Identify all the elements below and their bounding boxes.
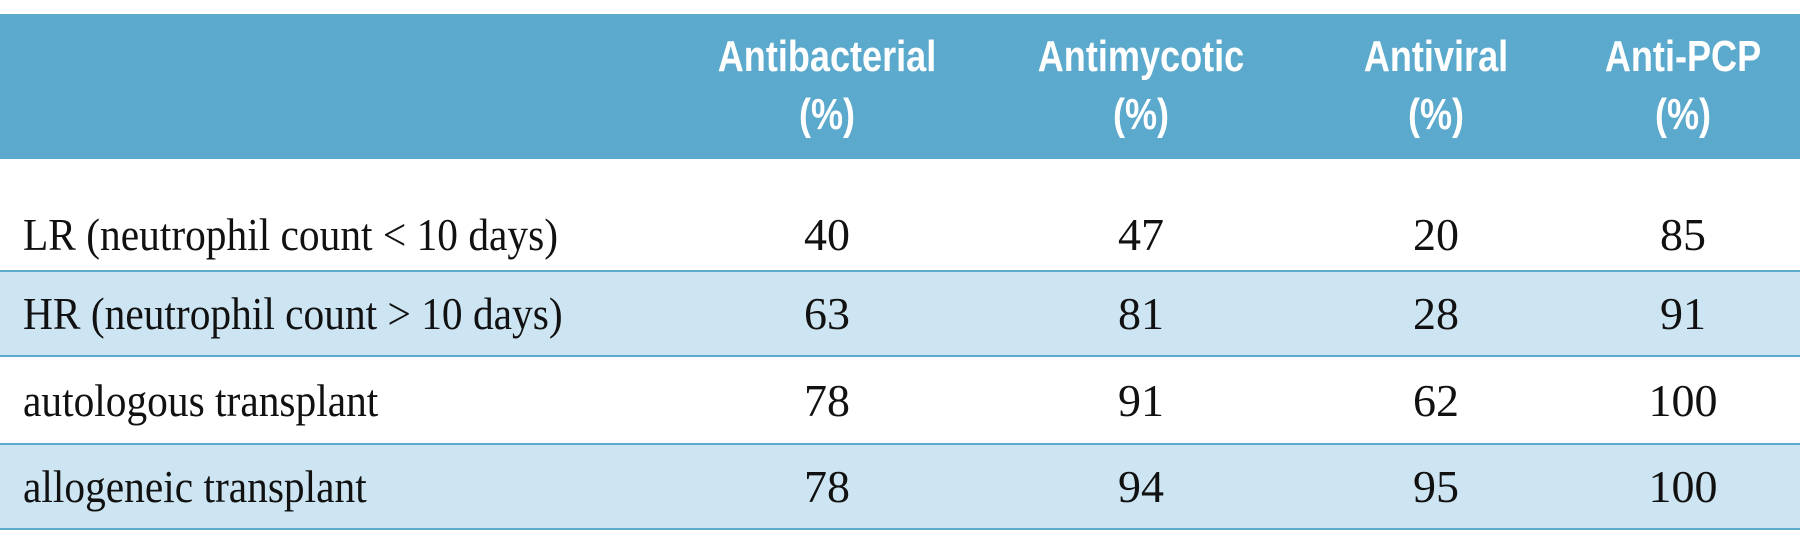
column-header: Antiviral (%) [1313, 28, 1559, 144]
column-unit: (%) [798, 90, 856, 139]
column-header: Antimycotic (%) [1018, 28, 1264, 144]
table-row: autologous transplant 78 91 62 100 [0, 357, 1800, 445]
column-name: Antiviral [1363, 32, 1509, 81]
row-label: LR (neutrophil count < 10 days) [23, 209, 559, 260]
cell-value: 78 [804, 374, 850, 426]
cell-value: 85 [1660, 209, 1706, 260]
cell-value: 81 [1118, 288, 1164, 339]
cell-value: 100 [1648, 461, 1718, 512]
cell-value: 20 [1413, 209, 1459, 260]
column-name: Anti-PCP [1604, 32, 1762, 81]
cell-value: 62 [1413, 374, 1459, 426]
cell-value: 28 [1413, 288, 1459, 339]
row-label: autologous transplant [23, 374, 379, 426]
column-unit: (%) [1654, 90, 1712, 139]
column-unit: (%) [1407, 90, 1465, 139]
cell-value: 91 [1118, 374, 1164, 426]
column-header: Antibacterial (%) [704, 28, 950, 144]
cell-value: 95 [1413, 461, 1459, 512]
table-row: allogeneic transplant 78 94 95 100 [0, 445, 1800, 530]
cell-value: 91 [1660, 288, 1706, 339]
table-header: Antibacterial (%) Antimycotic (%) Antiviral (… [0, 14, 1800, 159]
cell-value: 40 [804, 209, 850, 260]
cell-value: 94 [1118, 461, 1164, 512]
column-name: Antimycotic [1037, 32, 1245, 81]
row-label: allogeneic transplant [23, 461, 367, 512]
table-row: HR (neutrophil count > 10 days) 63 81 28 91 [0, 272, 1800, 357]
cell-value: 78 [804, 461, 850, 512]
column-header: Anti-PCP (%) [1560, 28, 1800, 144]
cell-value: 47 [1118, 209, 1164, 260]
cell-value: 100 [1648, 374, 1718, 426]
cell-value: 63 [804, 288, 850, 339]
column-name: Antibacterial [717, 32, 937, 81]
row-label: HR (neutrophil count > 10 days) [23, 288, 563, 339]
column-unit: (%) [1112, 90, 1170, 139]
table-row: LR (neutrophil count < 10 days) 40 47 20 85 [0, 159, 1800, 272]
